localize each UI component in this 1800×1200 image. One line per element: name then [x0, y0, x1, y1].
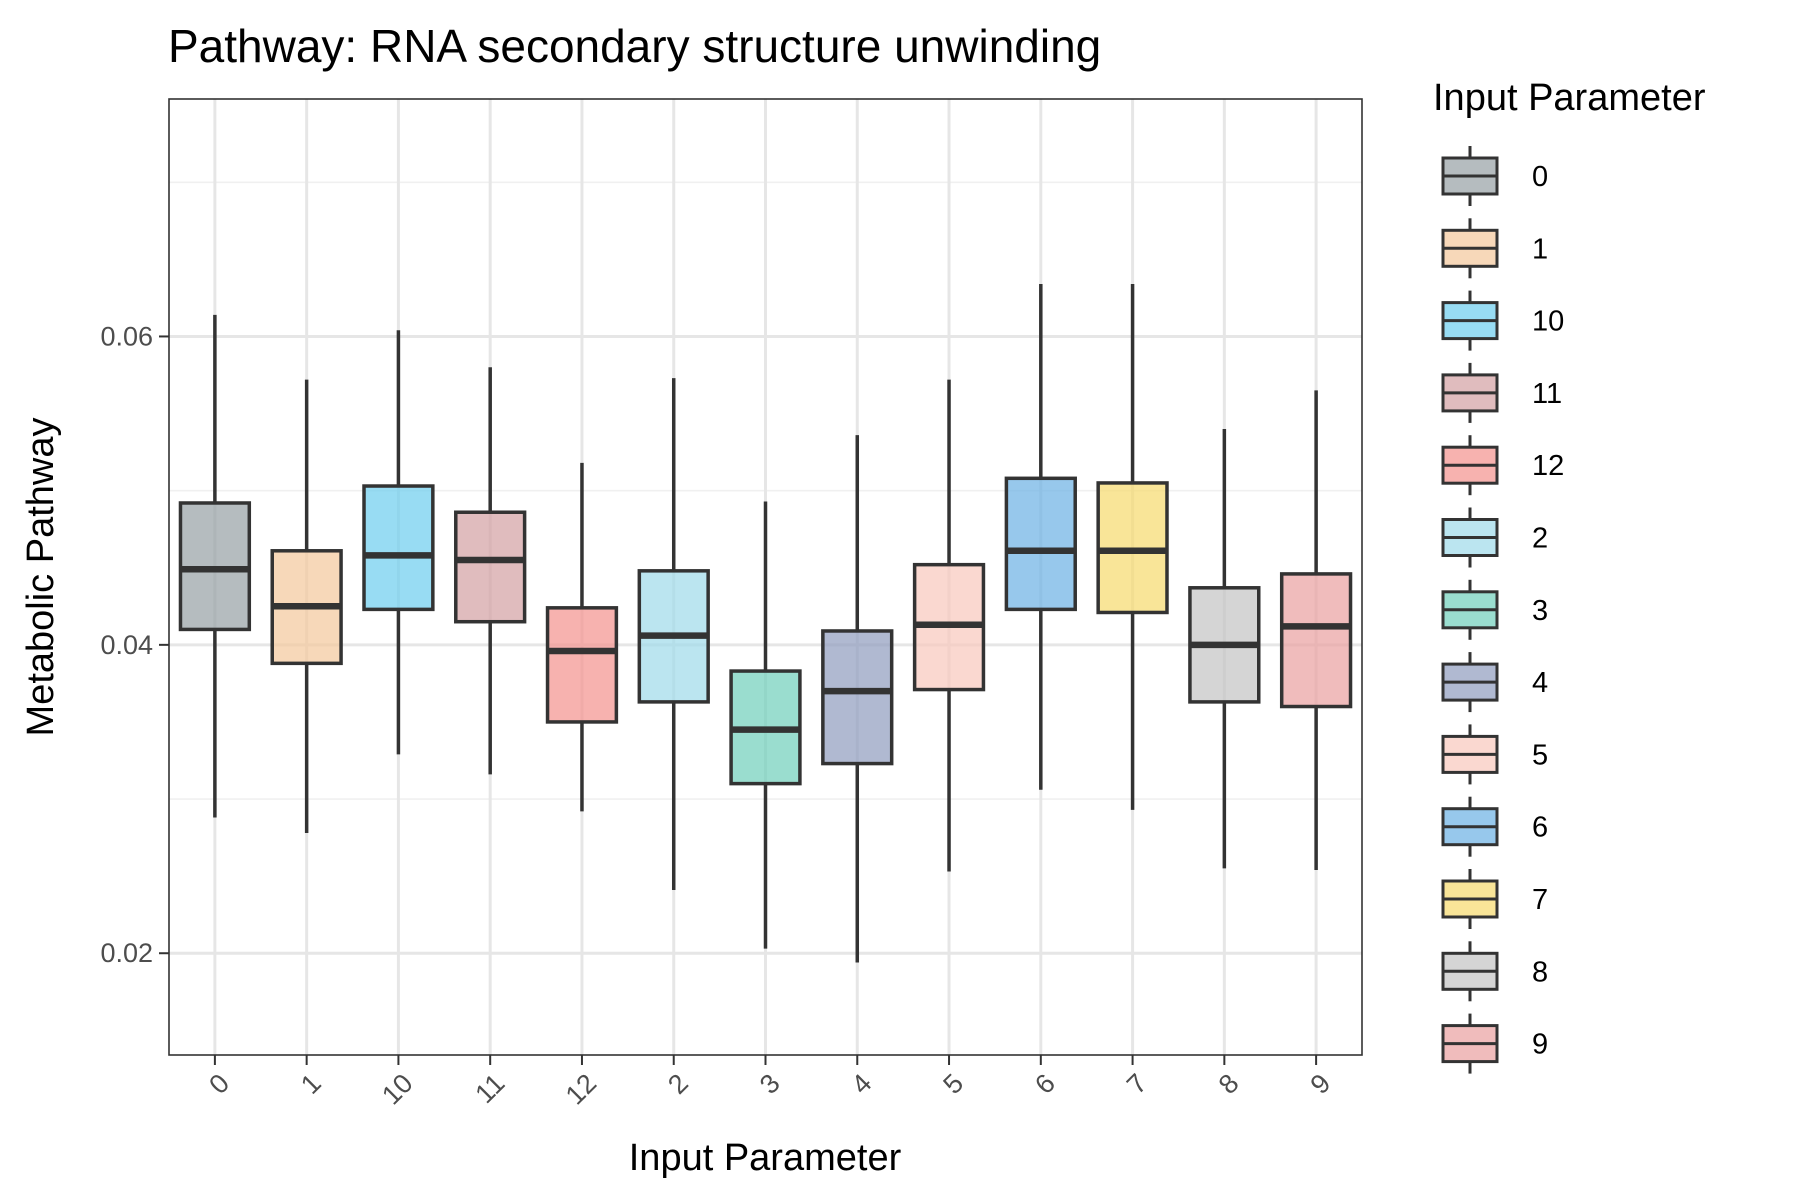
legend-items: 0 1 10 11 12 2 3 4 5 6 7 8 9: [1441, 146, 1564, 1074]
legend-item-10: 10: [1441, 290, 1564, 351]
box-11: [454, 367, 527, 775]
box-iqr: [454, 510, 527, 624]
legend-label: 11: [1532, 378, 1562, 410]
y-tick-label: 0.04: [100, 630, 153, 660]
legend-label: 2: [1532, 523, 1548, 555]
x-tick-label: 10: [376, 1068, 418, 1110]
y-tick-label: 0.02: [100, 938, 153, 968]
legend-label: 0: [1532, 161, 1548, 193]
box-iqr: [1279, 572, 1353, 709]
legend-item-6: 6: [1441, 796, 1548, 857]
x-tick-label: 8: [1213, 1068, 1245, 1100]
x-tick-label: 0: [203, 1068, 235, 1100]
legend-item-1: 1: [1441, 218, 1548, 279]
box-1: [270, 379, 343, 833]
legend-item-9: 9: [1441, 1013, 1548, 1074]
x-tick-label: 11: [469, 1068, 510, 1109]
legend-label: 1: [1532, 233, 1548, 265]
x-tick-label: 1: [295, 1068, 327, 1100]
box-5: [912, 379, 986, 872]
box-4: [821, 435, 894, 963]
legend-item-12: 12: [1441, 435, 1564, 496]
legend-item-4: 4: [1441, 652, 1548, 713]
legend-label: 8: [1532, 956, 1548, 988]
x-tick-label: 12: [560, 1068, 602, 1110]
legend-item-2: 2: [1441, 507, 1548, 568]
x-tick-label: 6: [1029, 1068, 1061, 1100]
y-axis-title: Metabolic Pathway: [20, 418, 62, 737]
legend-item-0: 0: [1441, 146, 1548, 206]
legend-item-3: 3: [1441, 579, 1548, 640]
x-tick-label: 2: [662, 1068, 694, 1100]
box-7: [1096, 284, 1169, 810]
legend-label: 9: [1532, 1029, 1548, 1061]
box-2: [637, 378, 710, 891]
legend-label: 5: [1532, 739, 1548, 771]
legend-item-11: 11: [1441, 362, 1562, 423]
x-axis: 0 1 10 11 12 2 3 4 5 6 7 8 9: [203, 1055, 1336, 1110]
legend-label: 12: [1532, 450, 1564, 482]
legend-label: 10: [1532, 306, 1564, 338]
legend-label: 3: [1532, 595, 1548, 627]
x-tick-label: 9: [1305, 1068, 1337, 1100]
legend-item-5: 5: [1441, 724, 1548, 785]
box-9: [1279, 390, 1353, 870]
legend-label: 7: [1532, 884, 1548, 916]
legend-title: Input Parameter: [1433, 77, 1706, 119]
box-iqr: [545, 606, 619, 724]
chart-title: Pathway: RNA secondary structure unwindi…: [168, 20, 1101, 72]
legend-label: 6: [1532, 812, 1548, 844]
box-12: [545, 462, 619, 812]
legend-item-8: 8: [1441, 941, 1548, 1002]
box-3: [729, 501, 802, 949]
x-tick-label: 5: [937, 1068, 969, 1100]
legend-item-7: 7: [1441, 869, 1548, 929]
legend-label: 4: [1532, 667, 1548, 699]
box-6: [1004, 284, 1077, 790]
legend: Input Parameter 0 1 10 11 12 2 3 4 5 6 7 8 9: [1433, 77, 1706, 1074]
box-iqr: [1004, 476, 1077, 612]
x-tick-label: 4: [846, 1068, 878, 1100]
box-series: [178, 284, 1353, 963]
box-iqr: [362, 484, 435, 612]
x-tick-label: 7: [1121, 1068, 1153, 1100]
box-0: [178, 314, 252, 818]
y-axis: 0.02 0.04 0.06: [100, 321, 169, 968]
box-8: [1188, 428, 1261, 869]
box-iqr: [821, 629, 894, 766]
box-10: [362, 330, 435, 755]
y-tick-label: 0.06: [100, 321, 153, 351]
x-axis-title: Input Parameter: [629, 1137, 902, 1179]
x-tick-label: 3: [754, 1068, 786, 1100]
